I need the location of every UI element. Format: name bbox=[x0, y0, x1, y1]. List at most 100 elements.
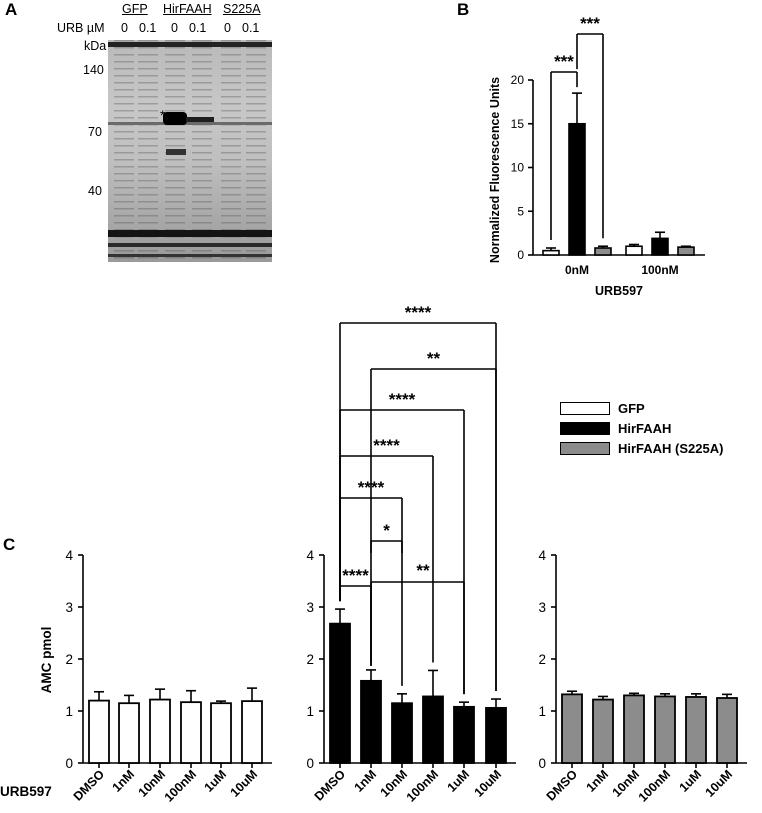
bar bbox=[360, 679, 382, 764]
gel-band bbox=[163, 112, 187, 125]
significance-label: **** bbox=[358, 478, 385, 497]
x-tick-label: DMSO bbox=[312, 767, 349, 804]
gel-band bbox=[108, 230, 272, 237]
gel-dose-label: 0.1 bbox=[242, 21, 260, 35]
gel-group-label-hirfaah: HirFAAH bbox=[163, 2, 212, 16]
bar bbox=[651, 237, 669, 256]
bar bbox=[623, 694, 645, 764]
bar bbox=[391, 702, 413, 764]
x-tick-label: 10uM bbox=[703, 767, 735, 799]
y-tick-label: 0 bbox=[538, 756, 546, 771]
gel-lane bbox=[138, 40, 158, 262]
y-axis-label: Normalized Fluorescence Units bbox=[488, 77, 502, 263]
legend-label-s225a: HirFAAH (S225A) bbox=[618, 441, 724, 456]
gel-dose-label: 0 bbox=[224, 21, 231, 35]
gel-lane bbox=[192, 40, 212, 262]
gel-band bbox=[166, 149, 186, 155]
bar bbox=[625, 245, 643, 256]
significance-label: **** bbox=[342, 566, 369, 585]
significance-label: * bbox=[383, 521, 390, 540]
y-tick-label: 3 bbox=[306, 600, 314, 615]
gel-kda-label: kDa bbox=[84, 39, 107, 53]
legend-label-hirfaah: HirFAAH bbox=[618, 421, 672, 436]
y-tick-label: 5 bbox=[517, 204, 524, 218]
significance-label: *** bbox=[554, 52, 574, 71]
gel-marker-label: 140 bbox=[83, 63, 104, 77]
bar bbox=[568, 122, 586, 256]
bar bbox=[561, 693, 583, 764]
bar bbox=[453, 705, 475, 764]
gel-dose-label: 0.1 bbox=[139, 21, 157, 35]
bar bbox=[180, 701, 202, 764]
gel-band bbox=[186, 117, 214, 122]
x-tick-label: 1uM bbox=[445, 767, 473, 795]
significance-label: **** bbox=[389, 390, 416, 409]
bar bbox=[118, 702, 140, 764]
y-tick-label: 0 bbox=[306, 756, 314, 771]
bar bbox=[210, 702, 232, 764]
y-tick-label: 2 bbox=[306, 652, 314, 667]
y-tick-label: 1 bbox=[538, 704, 546, 719]
gel-image bbox=[108, 40, 272, 262]
gel-band bbox=[108, 122, 272, 125]
legend-label-gfp: GFP bbox=[618, 401, 645, 416]
bar bbox=[329, 622, 351, 764]
bar bbox=[685, 696, 707, 764]
gel-lane bbox=[221, 40, 241, 262]
y-tick-label: 3 bbox=[538, 600, 546, 615]
legend-swatch-gfp bbox=[560, 402, 610, 415]
bar bbox=[485, 706, 507, 764]
significance-label: **** bbox=[373, 436, 400, 455]
gel-lane bbox=[114, 40, 134, 262]
bar bbox=[149, 698, 171, 764]
legend-swatch-s225a bbox=[560, 442, 610, 455]
significance-label: **** bbox=[405, 303, 432, 322]
bar bbox=[88, 699, 110, 764]
x-tick-label: 10uM bbox=[228, 767, 260, 799]
bar bbox=[422, 695, 444, 764]
x-tick-label: 1uM bbox=[202, 767, 230, 795]
y-tick-label: 4 bbox=[65, 548, 73, 563]
gel-band bbox=[108, 42, 272, 47]
gel-urb-label: URB µM bbox=[57, 21, 105, 35]
gel-dose-label: 0.1 bbox=[189, 21, 207, 35]
significance-label: *** bbox=[580, 14, 600, 33]
gel-dose-label: 0 bbox=[121, 21, 128, 35]
x-axis-label: URB597 bbox=[0, 784, 52, 799]
y-tick-label: 0 bbox=[65, 756, 73, 771]
y-tick-label: 20 bbox=[511, 73, 525, 87]
gel-group-label-s225a: S225A bbox=[223, 2, 261, 16]
gel-group-label-gfp: GFP bbox=[122, 2, 148, 16]
legend-swatch-hirfaah bbox=[560, 422, 610, 435]
bar bbox=[594, 247, 612, 256]
x-tick-label: 0nM bbox=[565, 263, 589, 277]
x-tick-label: 100nM bbox=[404, 767, 441, 804]
gel-dose-label: 0 bbox=[171, 21, 178, 35]
gel-lane bbox=[246, 40, 266, 262]
y-tick-label: 0 bbox=[517, 248, 524, 262]
y-tick-label: 10 bbox=[511, 161, 525, 175]
bar bbox=[716, 697, 738, 764]
y-axis-label: AMC pmol bbox=[39, 627, 54, 694]
y-tick-label: 3 bbox=[65, 600, 73, 615]
bar bbox=[654, 695, 676, 764]
bar bbox=[241, 700, 263, 764]
x-tick-label: 10uM bbox=[472, 767, 504, 799]
gel-marker-label: 70 bbox=[88, 125, 102, 139]
x-axis-label: URB597 bbox=[595, 284, 643, 298]
y-tick-label: 1 bbox=[306, 704, 314, 719]
gel-asterisk: * bbox=[160, 107, 166, 123]
significance-label: ** bbox=[416, 561, 430, 580]
y-tick-label: 1 bbox=[65, 704, 73, 719]
significance-label: ** bbox=[427, 349, 441, 368]
bar bbox=[677, 246, 695, 256]
panel-label-c: C bbox=[3, 535, 16, 554]
gel-marker-label: 40 bbox=[88, 184, 102, 198]
x-tick-label: 100nM bbox=[636, 767, 673, 804]
panel-label-a: A bbox=[5, 0, 18, 19]
x-tick-label: 100nM bbox=[641, 263, 678, 277]
bar bbox=[542, 249, 560, 256]
x-tick-label: 1nM bbox=[352, 767, 380, 795]
y-tick-label: 2 bbox=[65, 652, 73, 667]
